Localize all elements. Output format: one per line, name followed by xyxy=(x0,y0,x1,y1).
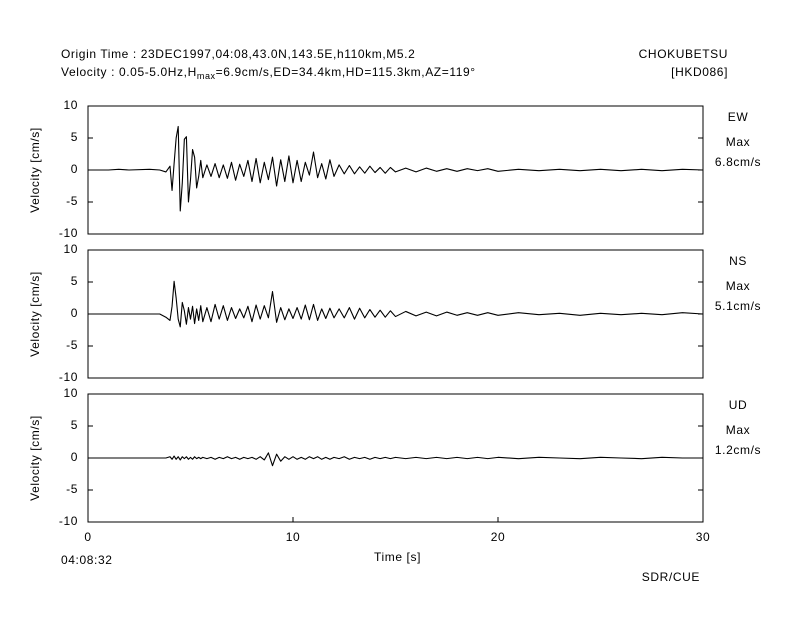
x-axis-label: Time [s] xyxy=(374,550,421,564)
y-tick-label: -10 xyxy=(59,226,78,240)
velocity-line: Velocity : 0.05-5.0Hz,Hmax=6.9cm/s,ED=34… xyxy=(61,65,476,81)
station-code: [HKD086] xyxy=(671,65,728,79)
y-tick-label: 5 xyxy=(71,130,78,144)
max-label: Max xyxy=(726,135,750,149)
y-tick-label: 0 xyxy=(71,162,78,176)
max-label: Max xyxy=(726,279,750,293)
x-tick-label: 20 xyxy=(491,530,506,544)
velocity-subscript: max xyxy=(197,71,216,81)
y-tick-label: 5 xyxy=(71,274,78,288)
y-tick-label: 10 xyxy=(63,242,78,256)
max-label: Max xyxy=(726,423,750,437)
y-tick-label: 10 xyxy=(63,98,78,112)
y-tick-label: -5 xyxy=(66,194,78,208)
component-label: UD xyxy=(729,398,748,412)
velocity-prefix: Velocity : 0.05-5.0Hz,H xyxy=(61,65,197,79)
component-label: EW xyxy=(728,110,749,124)
x-tick-label: 0 xyxy=(84,530,91,544)
y-tick-label: -10 xyxy=(59,370,78,384)
x-tick-label: 30 xyxy=(696,530,711,544)
y-axis-label: Velocity [cm/s] xyxy=(28,271,42,357)
waveform xyxy=(88,452,703,467)
y-axis-label: Velocity [cm/s] xyxy=(28,415,42,501)
max-value: 6.8cm/s xyxy=(715,155,761,169)
y-tick-label: -5 xyxy=(66,338,78,352)
y-tick-label: -10 xyxy=(59,514,78,528)
origin-line: Origin Time : 23DEC1997,04:08,43.0N,143.… xyxy=(61,47,415,61)
y-tick-label: 0 xyxy=(71,450,78,464)
start-time: 04:08:32 xyxy=(61,553,113,567)
station-name: CHOKUBETSU xyxy=(639,47,728,61)
waveform xyxy=(88,125,704,212)
velocity-suffix: =6.9cm/s,ED=34.4km,HD=115.3km,AZ=119° xyxy=(216,65,476,79)
credit: SDR/CUE xyxy=(642,570,700,584)
max-value: 5.1cm/s xyxy=(715,299,761,313)
y-tick-label: -5 xyxy=(66,482,78,496)
waveform xyxy=(88,280,704,328)
component-label: NS xyxy=(729,254,747,268)
y-tick-label: 0 xyxy=(71,306,78,320)
max-value: 1.2cm/s xyxy=(715,443,761,457)
x-tick-label: 10 xyxy=(286,530,301,544)
y-tick-label: 10 xyxy=(63,386,78,400)
y-tick-label: 5 xyxy=(71,418,78,432)
y-axis-label: Velocity [cm/s] xyxy=(28,127,42,213)
